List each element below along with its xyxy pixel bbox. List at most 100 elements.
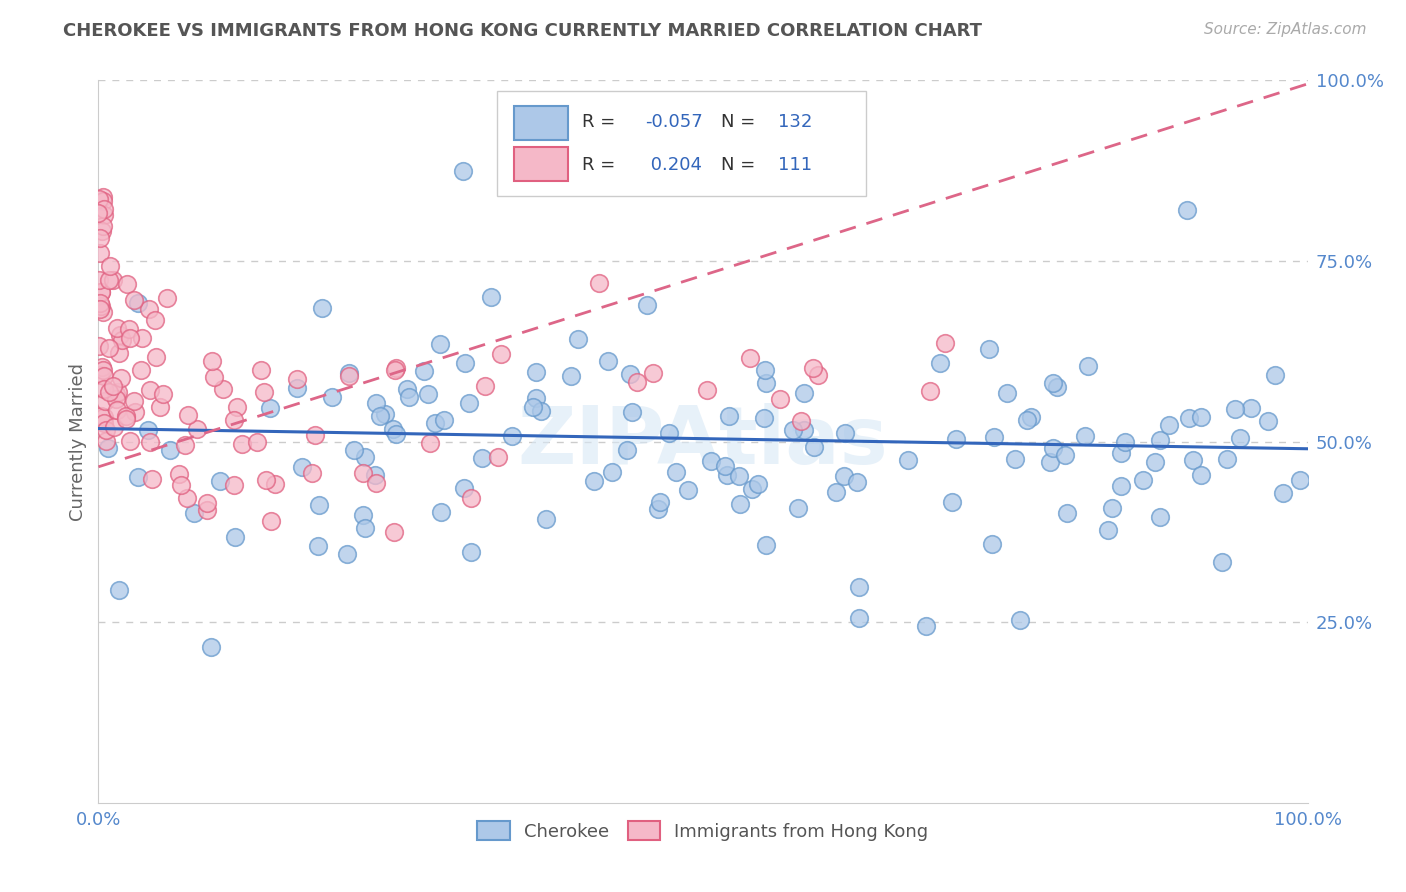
Point: [596, 354, 619, 368]
Point: [382, 524, 405, 539]
Point: [131, 331, 153, 345]
Point: [211, 382, 233, 396]
Point: [91, 189, 114, 203]
Point: [636, 298, 658, 312]
Point: [301, 467, 323, 481]
Point: [336, 547, 359, 561]
Point: [526, 365, 548, 379]
Point: [1077, 359, 1099, 373]
Point: [1101, 501, 1123, 516]
Point: [429, 505, 451, 519]
Point: [385, 427, 408, 442]
Point: [1114, 434, 1136, 449]
Point: [291, 460, 314, 475]
Point: [501, 429, 523, 443]
Point: [224, 413, 246, 427]
Point: [254, 473, 277, 487]
Point: [491, 347, 513, 361]
Point: [364, 467, 387, 482]
Point: [195, 503, 218, 517]
Point: [741, 482, 763, 496]
Point: [352, 467, 374, 481]
Point: [307, 539, 329, 553]
Point: [1053, 448, 1076, 462]
Point: [1211, 555, 1233, 569]
Point: [87, 192, 110, 206]
Point: [714, 459, 737, 474]
Point: [111, 333, 134, 347]
Point: [105, 321, 128, 335]
Point: [700, 454, 723, 468]
Point: [183, 506, 205, 520]
Point: [832, 468, 855, 483]
Point: [738, 351, 761, 365]
Point: [1182, 453, 1205, 467]
Point: [769, 392, 792, 406]
Point: [398, 390, 420, 404]
Point: [145, 351, 167, 365]
Point: [626, 375, 648, 389]
Text: 0.204: 0.204: [645, 156, 702, 174]
Point: [337, 366, 360, 380]
Point: [152, 386, 174, 401]
Point: [457, 396, 479, 410]
Point: [89, 302, 111, 317]
Point: [977, 342, 1000, 356]
Point: [460, 491, 482, 506]
Point: [259, 401, 281, 415]
Point: [395, 382, 418, 396]
Point: [384, 362, 406, 376]
Point: [665, 465, 688, 479]
Point: [90, 299, 112, 313]
Point: [793, 423, 815, 437]
Point: [91, 360, 114, 375]
Point: [93, 409, 115, 424]
Point: [201, 354, 224, 368]
Point: [1257, 414, 1279, 428]
Point: [412, 364, 434, 378]
Point: [752, 411, 775, 425]
Point: [200, 640, 222, 655]
Point: [368, 409, 391, 423]
Point: [89, 231, 111, 245]
Point: [352, 508, 374, 522]
Point: [1216, 452, 1239, 467]
Point: [658, 425, 681, 440]
Point: [897, 452, 920, 467]
Point: [1015, 413, 1038, 427]
Point: [534, 512, 557, 526]
Point: [107, 385, 129, 400]
Point: [433, 413, 456, 427]
Point: [195, 495, 218, 509]
Point: [321, 391, 343, 405]
Point: [929, 356, 952, 370]
Point: [1157, 417, 1180, 432]
Point: [600, 466, 623, 480]
Point: [176, 491, 198, 505]
Point: [231, 437, 253, 451]
Point: [89, 296, 111, 310]
Point: [90, 285, 112, 300]
Point: [727, 468, 749, 483]
Point: [567, 332, 589, 346]
Point: [285, 381, 308, 395]
Point: [801, 361, 824, 376]
Point: [825, 484, 848, 499]
Point: [304, 428, 326, 442]
Point: [845, 475, 868, 490]
Text: ZIPAtlas: ZIPAtlas: [517, 402, 889, 481]
Legend: Cherokee, Immigrants from Hong Kong: Cherokee, Immigrants from Hong Kong: [470, 814, 936, 848]
Point: [101, 273, 124, 287]
Point: [782, 423, 804, 437]
Point: [122, 293, 145, 307]
Point: [616, 443, 638, 458]
Point: [1004, 451, 1026, 466]
Point: [208, 474, 231, 488]
Point: [124, 405, 146, 419]
Point: [264, 476, 287, 491]
Point: [786, 500, 808, 515]
Point: [1272, 486, 1295, 500]
Text: CHEROKEE VS IMMIGRANTS FROM HONG KONG CURRENTLY MARRIED CORRELATION CHART: CHEROKEE VS IMMIGRANTS FROM HONG KONG CU…: [63, 22, 983, 40]
Point: [89, 409, 111, 424]
Point: [118, 331, 141, 345]
